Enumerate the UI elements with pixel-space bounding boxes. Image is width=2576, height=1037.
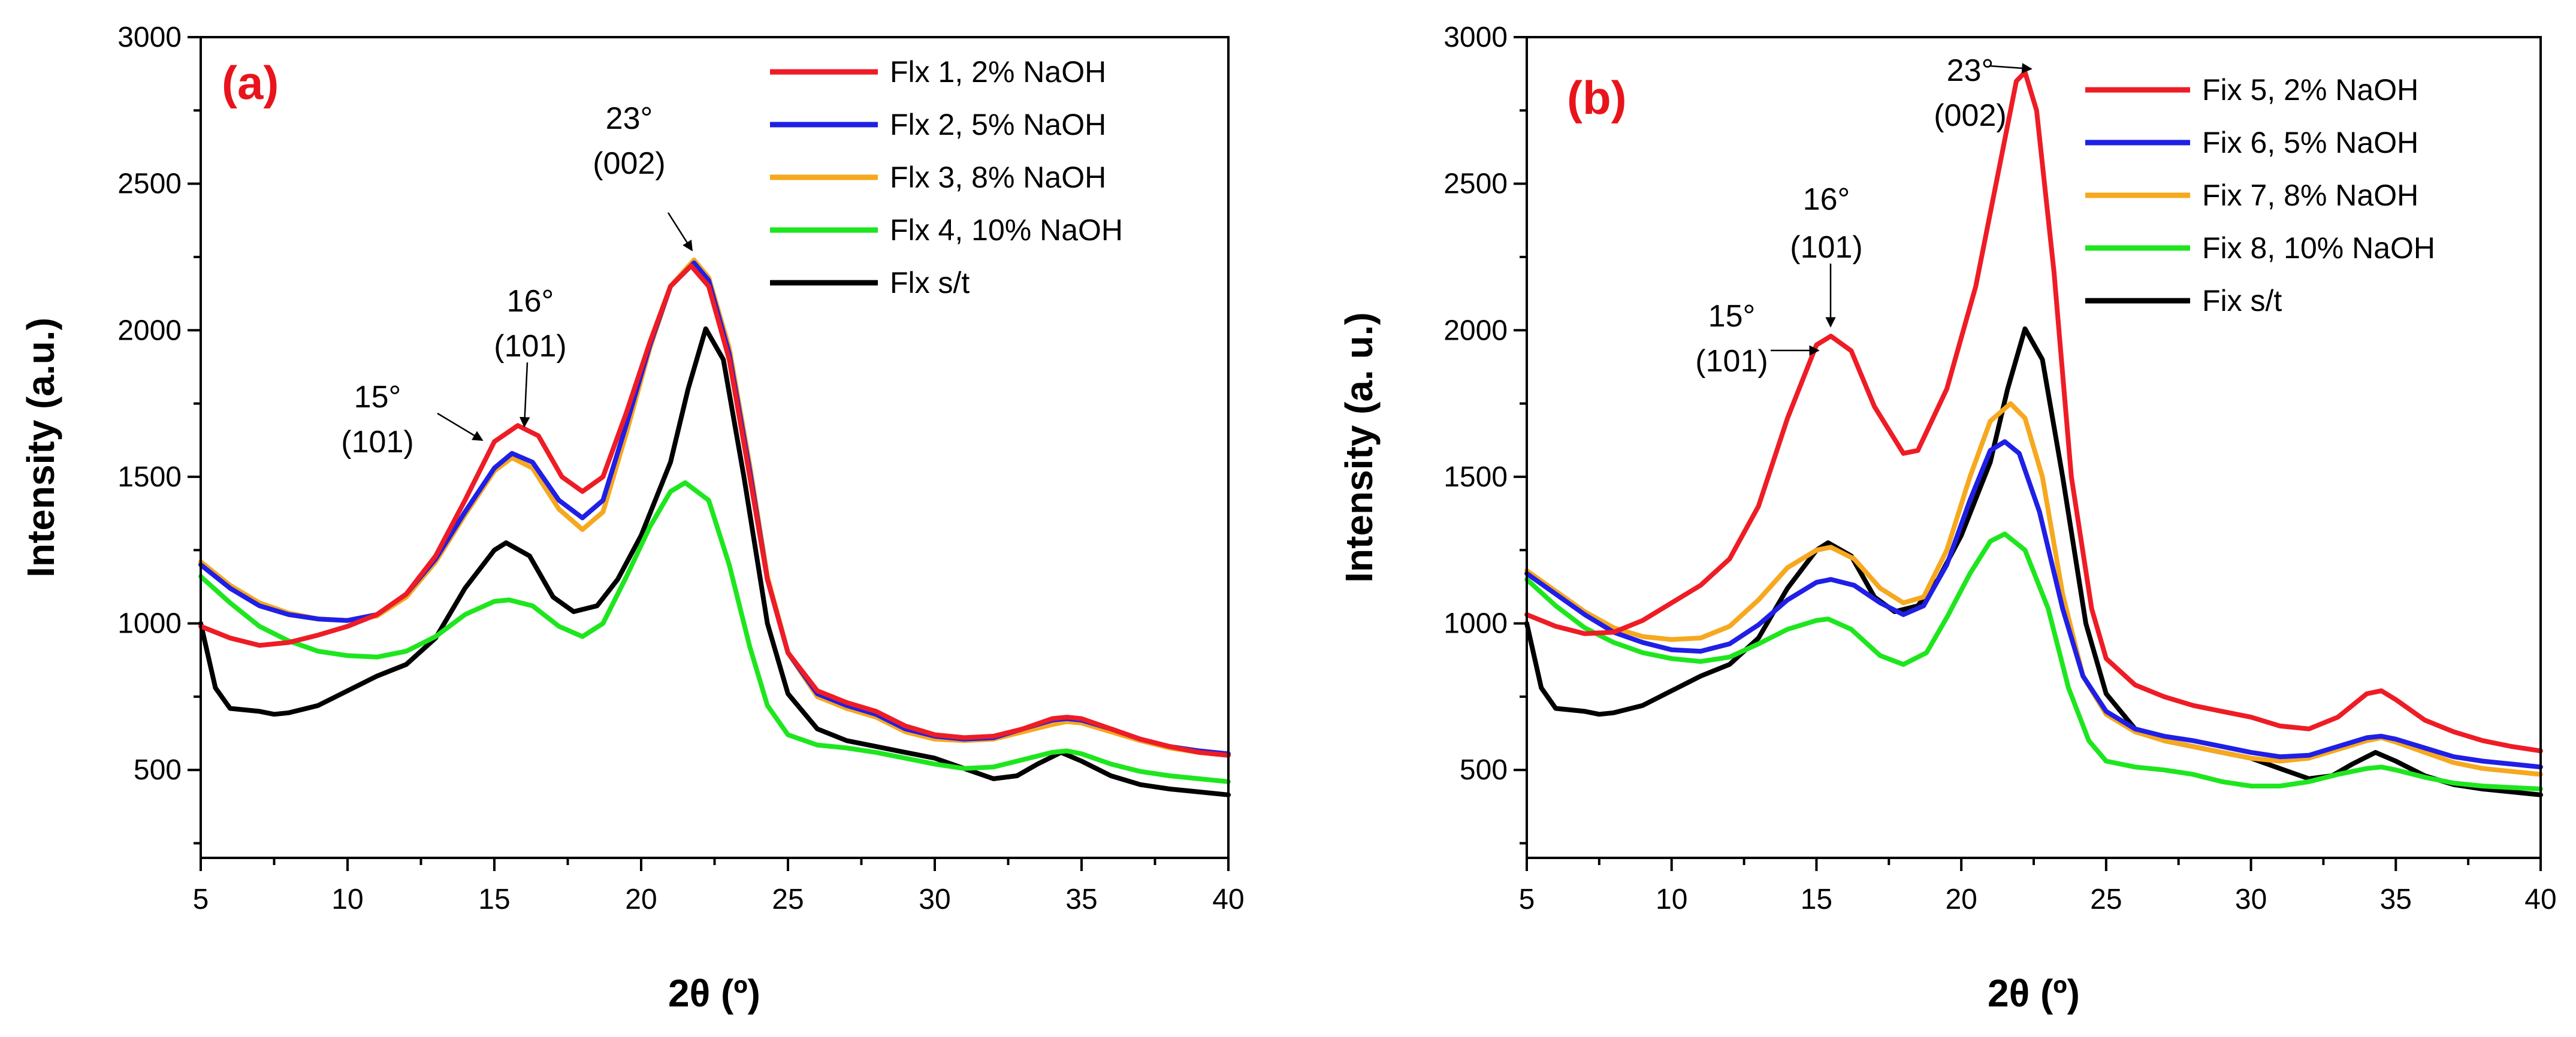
x-tick-label: 10 bbox=[331, 884, 363, 915]
x-tick-label: 25 bbox=[772, 884, 804, 915]
series-line-fix-6-5-naoh bbox=[1524, 439, 2543, 770]
annotations: 15° (101) 16° (101) 23° (002) bbox=[341, 101, 693, 459]
legend-entry-label: Fix 7, 8% NaOH bbox=[2202, 179, 2418, 212]
series-line-flx-1-2-naoh bbox=[198, 263, 1231, 758]
legend-entry-label: Flx 2, 5% NaOH bbox=[890, 108, 1106, 141]
x-tick-label: 20 bbox=[1945, 884, 1977, 915]
x-tick-label: 5 bbox=[1519, 884, 1535, 915]
x-tick-label: 30 bbox=[919, 884, 950, 915]
y-tick-label: 1000 bbox=[1443, 608, 1508, 640]
annotations: 15° (101) 16° (101) 23° (002) bbox=[1695, 53, 2033, 379]
annotation-angle: 15° bbox=[1708, 299, 1756, 334]
annotation-plane: (002) bbox=[1934, 98, 2006, 133]
x-tick-label: 10 bbox=[1656, 884, 1687, 915]
x-tick-label: 40 bbox=[1212, 884, 1244, 915]
x-tick-label: 35 bbox=[1065, 884, 1097, 915]
y-tick-label: 500 bbox=[1460, 754, 1508, 786]
x-tick-label: 20 bbox=[625, 884, 657, 915]
panel-a: 5 10 15 20 25 30 35 40 500 1000 1500 2000 2500 3000 2θ… bbox=[19, 22, 1245, 1015]
legend-entry-label: Flx s/t bbox=[890, 266, 970, 300]
panel-label: (b) bbox=[1567, 71, 1627, 124]
y-tick-label: 3000 bbox=[1443, 22, 1508, 53]
series-group bbox=[1524, 69, 2543, 797]
y-tick-label: 2500 bbox=[1443, 168, 1508, 200]
x-axis-title: 2θ (º) bbox=[1988, 972, 2080, 1015]
series-line-fix-8-10-naoh bbox=[1524, 531, 2543, 791]
legend-entry-label: Fix s/t bbox=[2202, 284, 2282, 318]
legend-entry-label: Flx 3, 8% NaOH bbox=[890, 161, 1106, 194]
x-tick-label: 30 bbox=[2235, 884, 2267, 915]
y-tick-label: 1500 bbox=[1443, 461, 1508, 493]
y-tick-label: 2000 bbox=[117, 315, 182, 346]
series-line-fix-s-t bbox=[1524, 326, 2543, 797]
series-line-flx-3-8-naoh bbox=[198, 257, 1231, 758]
series-line-flx-s-t bbox=[198, 326, 1231, 797]
y-tick-label: 500 bbox=[134, 754, 182, 786]
x-tick-label: 35 bbox=[2380, 884, 2412, 915]
legend-entry-label: Fix 6, 5% NaOH bbox=[2202, 126, 2418, 159]
annotation-angle: 16° bbox=[507, 284, 554, 319]
x-tick-label: 25 bbox=[2090, 884, 2122, 915]
annotation-angle: 23° bbox=[1947, 53, 1994, 88]
annotation-plane: (101) bbox=[1695, 344, 1768, 379]
legend-entry-label: Flx 4, 10% NaOH bbox=[890, 213, 1123, 247]
x-tick-label: 15 bbox=[478, 884, 510, 915]
series-line-fix-5-2-naoh bbox=[1524, 69, 2543, 754]
x-tick-label: 40 bbox=[2524, 884, 2556, 915]
panel-b: 5 10 15 20 25 30 35 40 500 1000 1500 2000 2500 3000 2θ… bbox=[1337, 22, 2557, 1015]
annotation-angle: 23° bbox=[606, 101, 653, 136]
annotation-angle: 16° bbox=[1803, 182, 1850, 217]
legend-entry-label: Fix 8, 10% NaOH bbox=[2202, 231, 2435, 265]
legend: Fix 5, 2% NaOH Fix 6, 5% NaOH Fix 7, 8% Na… bbox=[2085, 73, 2435, 318]
annotation-plane: (101) bbox=[1790, 230, 1862, 265]
y-tick-label: 1000 bbox=[117, 608, 182, 640]
legend-entry-label: Flx 1, 2% NaOH bbox=[890, 55, 1106, 89]
annotation-plane: (101) bbox=[341, 425, 413, 459]
panel-label: (a) bbox=[222, 56, 279, 109]
annotation-arrow bbox=[667, 212, 693, 252]
y-axis-title: Intensity (a. u.) bbox=[1337, 312, 1381, 583]
series-line-fix-7-8-naoh bbox=[1524, 401, 2543, 777]
x-tick-label: 5 bbox=[193, 884, 209, 915]
y-tick-label: 2500 bbox=[117, 168, 182, 200]
y-tick-label: 1500 bbox=[117, 461, 182, 493]
y-axis-title: Intensity (a.u.) bbox=[19, 318, 62, 578]
legend-entry-label: Fix 5, 2% NaOH bbox=[2202, 73, 2418, 107]
y-tick-label: 3000 bbox=[117, 22, 182, 53]
x-tick-label: 15 bbox=[1801, 884, 1832, 915]
x-axis-title: 2θ (º) bbox=[668, 972, 760, 1015]
legend: Flx 1, 2% NaOH Flx 2, 5% NaOH Flx 3, 8% Na… bbox=[770, 55, 1123, 300]
annotation-plane: (101) bbox=[494, 329, 566, 364]
annotation-plane: (002) bbox=[593, 146, 665, 181]
series-group bbox=[198, 257, 1231, 797]
annotation-angle: 15° bbox=[354, 380, 401, 415]
series-line-flx-4-10-naoh bbox=[198, 480, 1231, 784]
annotation-arrow bbox=[1989, 63, 2033, 74]
series-line-flx-2-5-naoh bbox=[198, 260, 1231, 757]
annotation-arrow bbox=[519, 362, 530, 428]
annotation-arrow bbox=[437, 412, 484, 442]
y-tick-label: 2000 bbox=[1443, 315, 1508, 346]
